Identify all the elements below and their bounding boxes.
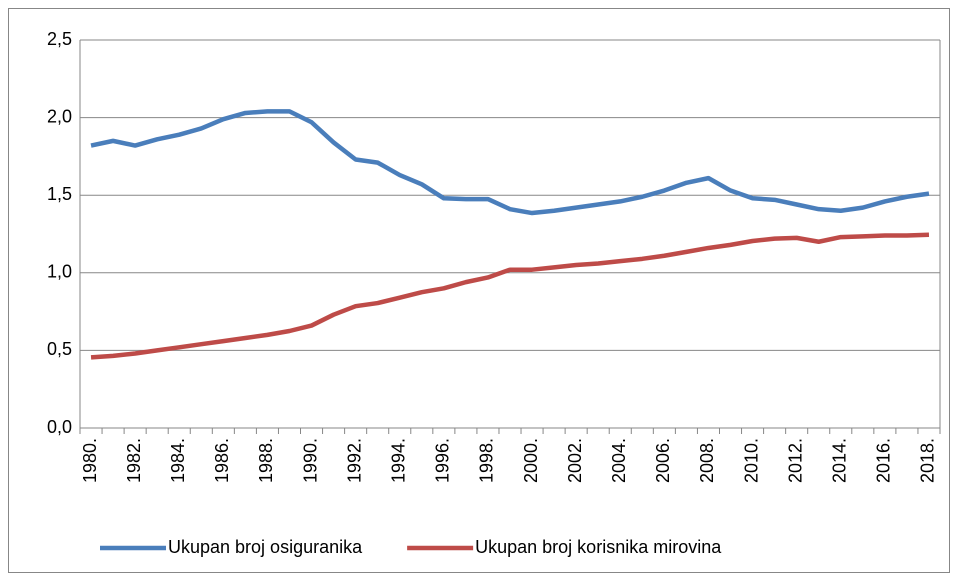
x-tick-label: 2000. xyxy=(521,438,541,483)
x-tick-label: 2012. xyxy=(785,438,805,483)
x-tick-label: 2014. xyxy=(830,438,850,483)
y-tick-label: 2,0 xyxy=(47,106,72,126)
x-tick-label: 1990. xyxy=(300,438,320,483)
y-tick-label: 0,0 xyxy=(47,417,72,437)
x-tick-label: 1998. xyxy=(477,438,497,483)
x-tick-label: 2006. xyxy=(653,438,673,483)
x-tick-label: 1980. xyxy=(80,438,100,483)
x-tick-label: 1996. xyxy=(433,438,453,483)
y-tick-label: 2,5 xyxy=(47,29,72,49)
x-tick-label: 2016. xyxy=(874,438,894,483)
series-line xyxy=(90,109,930,216)
x-tick-label: 2002. xyxy=(565,438,585,483)
x-tick-label: 2004. xyxy=(609,438,629,483)
legend-label: Ukupan broj korisnika mirovina xyxy=(475,537,722,557)
x-tick-label: 2010. xyxy=(741,438,761,483)
chart-frame xyxy=(8,8,950,573)
y-tick-label: 1,5 xyxy=(47,184,72,204)
x-tick-label: 1994. xyxy=(388,438,408,483)
x-tick-label: 2008. xyxy=(697,438,717,483)
x-tick-label: 1982. xyxy=(124,438,144,483)
y-tick-label: 0,5 xyxy=(47,339,72,359)
y-tick-label: 1,0 xyxy=(47,262,72,282)
x-tick-label: 1986. xyxy=(212,438,232,483)
x-tick-label: 1984. xyxy=(168,438,188,483)
legend-label: Ukupan broj osiguranika xyxy=(168,537,363,557)
x-tick-label: 2018. xyxy=(918,438,938,483)
x-tick-label: 1992. xyxy=(344,438,364,483)
series-line xyxy=(90,232,930,360)
x-tick-label: 1988. xyxy=(256,438,276,483)
